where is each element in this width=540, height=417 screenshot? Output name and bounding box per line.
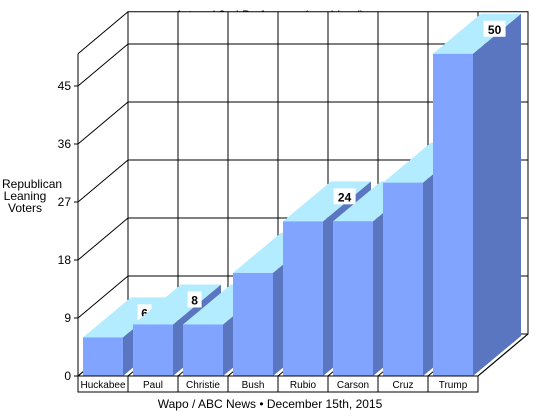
gridline-side [77, 275, 129, 319]
bar-front [83, 337, 123, 376]
data-label: 6 [141, 306, 148, 320]
y-axis-label-line: Leaning [3, 189, 47, 203]
bar-front [383, 182, 423, 376]
x-tick-label: Trump [439, 380, 468, 391]
data-label: 50 [488, 23, 502, 37]
y-tick-label: 45 [58, 79, 72, 93]
x-tick-label: Rubio [290, 380, 317, 391]
y-tick-label: 18 [58, 253, 72, 267]
gridline-side [77, 159, 129, 203]
bar-front [283, 221, 323, 376]
y-tick-label: 0 [64, 369, 71, 383]
y-tick-label: 9 [64, 311, 71, 325]
bar-side [473, 13, 521, 377]
data-label-box [187, 291, 202, 308]
bar-front [183, 324, 223, 376]
y-axis-label: Republican Leaning Voters [2, 177, 63, 215]
bar-front [133, 324, 173, 376]
y-axis-label-line: Voters [7, 201, 43, 215]
x-tick-label: Cruz [392, 380, 413, 391]
x-axis-caption: Wapo / ABC News • December 15th, 2015 [157, 397, 383, 411]
x-tick-label: Carson [337, 380, 369, 391]
gridline-side [77, 217, 129, 261]
x-tick-cell [427, 375, 479, 393]
gridline-side [77, 43, 129, 87]
data-label: 8 [191, 293, 198, 307]
floor-right-edge [477, 333, 529, 377]
bar-front [433, 53, 473, 377]
data-label: 24 [338, 190, 352, 204]
bar-front [233, 272, 273, 376]
x-tick-label: Bush [242, 380, 265, 391]
x-tick-label: Paul [143, 380, 163, 391]
data-label-box [483, 20, 506, 37]
x-tick-label: Huckabee [80, 380, 125, 391]
y-tick-label: 27 [58, 195, 72, 209]
bar-front [333, 221, 373, 376]
data-label-box [333, 188, 356, 205]
y-tick-label: 36 [58, 137, 72, 151]
gridline-side [77, 101, 129, 145]
y-axis-label-line: Republican [2, 177, 63, 191]
x-tick-label: Christie [186, 380, 220, 391]
wall-top-edge [77, 11, 129, 55]
